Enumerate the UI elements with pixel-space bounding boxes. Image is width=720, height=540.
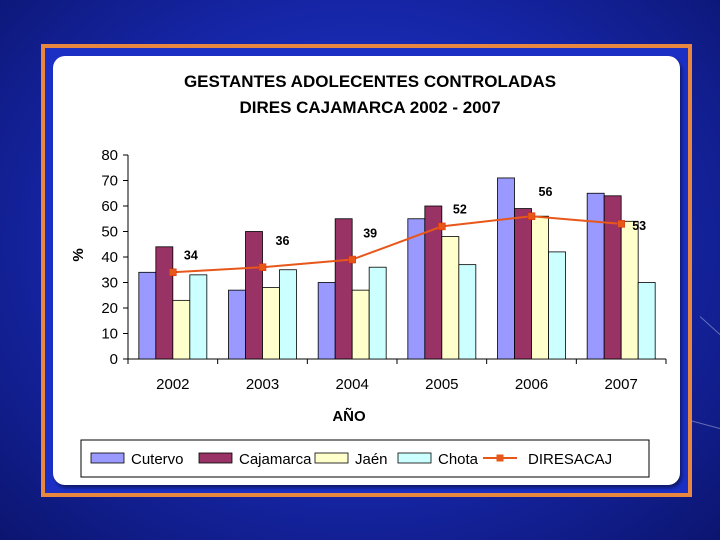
x-tick-label-2002: 2002 — [156, 376, 189, 393]
bar-cajamarca-2004 — [334, 218, 353, 360]
bar-chota-2004 — [368, 266, 387, 360]
frame-border: GESTANTES ADOLECENTES CONTROLADAS DIRES … — [45, 48, 688, 493]
legend-box — [80, 439, 650, 478]
x-tick-label-2005: 2005 — [425, 376, 458, 393]
bar-chota-2002 — [189, 274, 208, 360]
bar-ja-n-2006 — [531, 215, 549, 360]
bar-chota-2003 — [279, 269, 297, 360]
y-tick-label: 0 — [110, 351, 118, 368]
x-tick-label-2004: 2004 — [335, 376, 368, 393]
bar-cajamarca-2003 — [245, 231, 263, 360]
bar-ja-n-2007 — [620, 220, 639, 360]
legend-label-ja-n: Jaén — [355, 451, 388, 468]
legend: Cutervo Cajamarca Jaén Chota DIRESACAJ — [80, 439, 650, 478]
legend-swatch-cutervo — [90, 452, 125, 464]
bar-ja-n-2004 — [351, 289, 370, 360]
data-label-2005: 52 — [453, 202, 467, 216]
legend-swatch-chota — [397, 452, 432, 464]
bar-cajamarca-2006 — [514, 208, 532, 360]
bar-cutervo-2004 — [317, 282, 336, 360]
legend-swatch-cajamarca — [198, 452, 233, 464]
bar-cutervo-2002 — [138, 271, 157, 360]
line-diresacaj — [172, 215, 622, 274]
y-tick-label: 40 — [101, 249, 118, 266]
bar-cutervo-2003 — [228, 289, 246, 360]
legend-label-cajamarca: Cajamarca — [239, 451, 312, 468]
point-diresacaj-2004 — [348, 255, 356, 264]
bar-cutervo-2005 — [407, 218, 426, 360]
x-tick-label-2007: 2007 — [604, 376, 637, 393]
legend-label-diresacaj: DIRESACAJ — [528, 451, 612, 468]
legend-label-cutervo: Cutervo — [131, 451, 184, 468]
y-tick-label: 70 — [101, 173, 118, 190]
bar-cutervo-2006 — [497, 177, 515, 360]
data-label-2004: 39 — [363, 227, 377, 241]
decorative-line — [689, 420, 720, 432]
legend-label-chota: Chota — [438, 451, 479, 468]
data-label-2006: 56 — [539, 185, 553, 199]
point-diresacaj-2006 — [527, 212, 536, 220]
chart-title-line1: GESTANTES ADOLECENTES CONTROLADAS — [184, 72, 556, 91]
bar-cutervo-2007 — [586, 192, 605, 360]
chart-title-line2: DIRES CAJAMARCA 2002 - 2007 — [239, 98, 500, 117]
y-tick-label: 50 — [101, 224, 118, 241]
legend-swatch-ja-n — [314, 452, 349, 464]
point-diresacaj-2005 — [438, 222, 446, 231]
chart-svg: GESTANTES ADOLECENTES CONTROLADAS DIRES … — [70, 72, 667, 478]
data-label-2003: 36 — [276, 234, 290, 248]
legend-marker-diresacaj — [496, 454, 504, 462]
y-axis-title: % — [70, 248, 87, 261]
y-tick-label: 80 — [101, 147, 118, 164]
bar-ja-n-2002 — [172, 299, 191, 360]
data-label-2007: 53 — [632, 219, 646, 233]
bar-ja-n-2003 — [262, 287, 280, 360]
point-diresacaj-2003 — [258, 263, 267, 271]
bar-chota-2006 — [548, 251, 566, 360]
plot-area: 0 10 20 30 40 50 60 70 80 2002 2003 2004 2005 2006 200… — [101, 147, 667, 393]
bar-ja-n-2005 — [441, 236, 460, 360]
y-tick-label: 60 — [101, 198, 118, 215]
x-tick-label-2006: 2006 — [515, 376, 548, 393]
x-axis-title: AÑO — [332, 407, 366, 425]
y-tick-label: 30 — [101, 275, 118, 292]
y-tick-label: 20 — [101, 300, 118, 317]
point-diresacaj-2002 — [169, 268, 177, 277]
bar-chota-2005 — [458, 264, 477, 360]
y-tick-label: 10 — [101, 326, 118, 343]
data-label-2002: 34 — [184, 248, 198, 262]
bar-chota-2007 — [637, 282, 656, 360]
decorative-line — [699, 316, 720, 337]
bar-cajamarca-2002 — [155, 246, 174, 360]
chart-card: GESTANTES ADOLECENTES CONTROLADAS DIRES … — [53, 56, 680, 485]
x-tick-label-2003: 2003 — [246, 376, 279, 393]
slide-frame: GESTANTES ADOLECENTES CONTROLADAS DIRES … — [41, 44, 692, 497]
point-diresacaj-2007 — [617, 220, 625, 228]
